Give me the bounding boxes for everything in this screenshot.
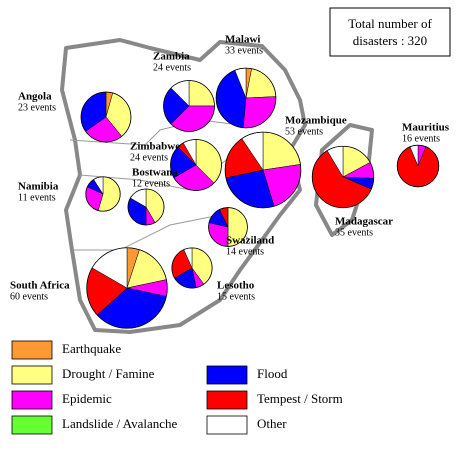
country-events: 23 events xyxy=(18,102,56,113)
country-name: Bostwana xyxy=(132,167,178,179)
country-name: South Africa xyxy=(10,280,70,292)
total-line: Total number of xyxy=(348,16,432,31)
legend-swatch xyxy=(206,415,248,435)
pie-outline xyxy=(163,80,215,132)
pie-outline xyxy=(127,188,165,226)
legend-swatch xyxy=(11,340,53,360)
legend-swatch xyxy=(206,390,248,410)
legend-label: Earthquake xyxy=(62,341,121,356)
total-box xyxy=(329,7,451,57)
country-events: 53 events xyxy=(285,126,323,137)
legend-swatch xyxy=(11,415,53,435)
pie-outline xyxy=(85,176,121,212)
country-events: 15 events xyxy=(217,291,255,302)
country-events: 33 events xyxy=(225,45,263,56)
country-name: Mauritius xyxy=(402,122,450,134)
country-events: 24 events xyxy=(130,152,168,163)
pie-outline xyxy=(86,247,168,329)
country-events: 14 events xyxy=(226,246,264,257)
legend-label: Tempest / Storm xyxy=(257,391,343,406)
legend-swatch xyxy=(11,365,53,385)
legend-label: Other xyxy=(257,416,287,431)
legend-label: Landslide / Avalanche xyxy=(62,416,178,431)
country-name: Zambia xyxy=(153,51,190,63)
legend-label: Epidemic xyxy=(62,391,112,406)
country-events: 16 events xyxy=(402,133,440,144)
pie-outline xyxy=(80,91,132,143)
pie-outline xyxy=(171,247,213,289)
country-events: 12 events xyxy=(132,178,170,189)
pie-outline xyxy=(224,131,302,209)
country-name: Zimbabwe xyxy=(130,141,180,153)
country-name: Lesotho xyxy=(217,280,255,292)
country-name: Madagascar xyxy=(335,216,393,228)
legend-swatch xyxy=(206,365,248,385)
country-events: 60 events xyxy=(10,291,48,302)
country-name: Angola xyxy=(18,91,52,103)
legend-swatch xyxy=(11,390,53,410)
legend-label: Flood xyxy=(257,366,288,381)
total-line: disasters : 320 xyxy=(353,33,427,48)
country-events: 24 events xyxy=(153,62,191,73)
country-name: Malawi xyxy=(225,34,260,46)
pie-outline xyxy=(311,145,375,209)
pie-outline xyxy=(215,67,277,129)
country-events: 35 events xyxy=(335,227,373,238)
country-name: Mozambique xyxy=(285,115,347,127)
pie-outline xyxy=(208,207,248,247)
country-name: Swaziland xyxy=(226,235,274,247)
pie-outline xyxy=(170,139,222,191)
country-name: Namibia xyxy=(18,181,59,193)
pie-outline xyxy=(396,144,440,188)
country-events: 11 events xyxy=(18,192,56,203)
legend-label: Drought / Famine xyxy=(62,366,155,381)
